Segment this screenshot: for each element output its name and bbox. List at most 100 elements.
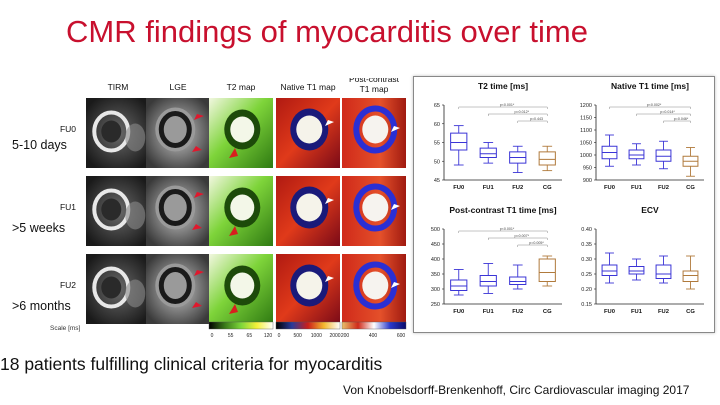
mri-column-header: T1 map bbox=[360, 84, 389, 94]
native-t1-map-image bbox=[276, 98, 340, 168]
box-fu2 bbox=[655, 140, 672, 170]
y-tick-label: 400 bbox=[431, 257, 440, 263]
y-tick-label: 950 bbox=[583, 166, 592, 172]
slide-caption: 18 patients fulfilling clinical criteria… bbox=[0, 354, 383, 374]
x-tick-label: FU0 bbox=[604, 309, 615, 315]
x-tick-label: FU2 bbox=[512, 185, 523, 191]
y-tick-label: 1200 bbox=[580, 103, 592, 109]
mri-row-code: FU2 bbox=[60, 280, 76, 290]
box-body bbox=[509, 276, 527, 285]
box-body bbox=[682, 270, 699, 282]
y-tick-label: 0.20 bbox=[581, 287, 592, 293]
mri-row-code: FU1 bbox=[60, 202, 76, 212]
y-tick-label: 250 bbox=[431, 302, 440, 308]
mri-column-header: T2 map bbox=[227, 82, 256, 92]
mri-row-label: 5-10 days bbox=[12, 138, 67, 152]
post-contrast-t1-map-image bbox=[342, 176, 406, 246]
lge-image bbox=[146, 176, 210, 246]
p-value-label: p=0.007* bbox=[515, 234, 530, 238]
tirm-image bbox=[86, 254, 150, 324]
p-value-label: p=0.046* bbox=[674, 117, 689, 121]
mri-row-label: >6 months bbox=[12, 299, 71, 313]
y-tick-label: 0.25 bbox=[581, 272, 592, 278]
mri-column-header: Native T1 map bbox=[280, 82, 335, 92]
x-tick-label: CG bbox=[686, 309, 695, 315]
scale-tick-label: 2000 bbox=[329, 333, 340, 339]
plot-title: T2 time [ms] bbox=[478, 81, 528, 91]
mri-row-label: >5 weeks bbox=[12, 221, 65, 235]
significance-bracket: p=0.046* bbox=[663, 117, 691, 123]
post-contrast-t1-map-image bbox=[342, 254, 406, 324]
boxplot-panel: ECV 0.15 0.20 0.25 0.30 0.35 0.40 FU0 FU1 FU2 CG bbox=[581, 205, 704, 315]
p-value-label: p=0.014* bbox=[660, 110, 675, 114]
p-value-label: p<0.001* bbox=[500, 103, 515, 107]
box-fu1 bbox=[479, 142, 497, 164]
plot-title: Post-contrast T1 time [ms] bbox=[449, 205, 556, 215]
scale-label: Scale [ms] bbox=[50, 325, 81, 332]
post-contrast-t1-map-image bbox=[342, 98, 406, 168]
box-fu2 bbox=[509, 145, 527, 173]
mri-column-header: Post-contrast bbox=[349, 78, 400, 84]
x-tick-label: FU2 bbox=[658, 185, 669, 191]
box-cg bbox=[538, 145, 556, 172]
scale-tick-label: 200 bbox=[341, 333, 350, 339]
native-t1-map-image bbox=[276, 254, 340, 324]
box-fu2 bbox=[509, 264, 527, 290]
box-fu0 bbox=[450, 125, 468, 166]
boxplot-figure: T2 time [ms] 45 50 55 60 65 FU0 FU1 FU2 CG p<0.001… bbox=[413, 76, 715, 333]
mri-row-code: FU0 bbox=[60, 124, 76, 134]
y-tick-label: 450 bbox=[431, 242, 440, 248]
significance-bracket: p=0.005* bbox=[517, 241, 548, 247]
box-body bbox=[655, 149, 672, 162]
p-value-label: p<0.002* bbox=[647, 103, 662, 107]
plot-title: ECV bbox=[641, 205, 659, 215]
y-tick-label: 50 bbox=[434, 159, 440, 165]
x-tick-label: CG bbox=[543, 185, 552, 191]
y-tick-label: 0.40 bbox=[581, 227, 592, 233]
scale-tick-label: 0 bbox=[278, 333, 281, 339]
y-tick-label: 45 bbox=[434, 178, 440, 184]
box-fu0 bbox=[601, 134, 618, 167]
plot-title: Native T1 time [ms] bbox=[611, 81, 689, 91]
y-tick-label: 0.30 bbox=[581, 257, 592, 263]
box-body bbox=[628, 266, 645, 275]
y-tick-label: 55 bbox=[434, 141, 440, 147]
scale-tick-label: 65 bbox=[247, 333, 253, 339]
color-scale-bar bbox=[275, 321, 341, 330]
y-tick-label: 500 bbox=[431, 227, 440, 233]
t2-map-image bbox=[209, 176, 273, 246]
significance-bracket: p=0.007* bbox=[488, 234, 548, 240]
y-tick-label: 900 bbox=[583, 178, 592, 184]
scale-tick-label: 500 bbox=[293, 333, 302, 339]
p-value-label: p<0.001* bbox=[500, 227, 515, 231]
y-tick-label: 1000 bbox=[580, 153, 592, 159]
box-body bbox=[450, 279, 468, 291]
significance-bracket: p<0.001* bbox=[458, 103, 548, 109]
significance-bracket: p=0.014* bbox=[636, 110, 691, 116]
color-scale-bar bbox=[208, 321, 274, 330]
box-cg bbox=[682, 147, 699, 177]
x-tick-label: FU1 bbox=[631, 309, 643, 315]
box-body bbox=[479, 275, 497, 287]
native-t1-map-image bbox=[276, 176, 340, 246]
scale-tick-label: 120 bbox=[264, 333, 273, 339]
box-fu1 bbox=[628, 258, 645, 281]
significance-bracket: p=0.443 bbox=[517, 117, 548, 123]
y-tick-label: 1050 bbox=[580, 141, 592, 147]
lge-image bbox=[146, 254, 210, 324]
slide-title: CMR findings of myocarditis over time bbox=[66, 14, 588, 49]
x-tick-label: FU1 bbox=[483, 309, 495, 315]
citation: Von Knobelsdorff-Brenkenhoff, Circ Cardi… bbox=[343, 383, 690, 397]
box-fu1 bbox=[628, 143, 645, 166]
y-tick-label: 60 bbox=[434, 122, 440, 128]
box-body bbox=[628, 149, 645, 160]
scale-tick-label: 600 bbox=[397, 333, 406, 339]
scale-tick-label: 0 bbox=[211, 333, 214, 339]
box-cg bbox=[682, 255, 699, 290]
x-tick-label: FU0 bbox=[604, 185, 615, 191]
p-value-label: p=0.012* bbox=[515, 110, 530, 114]
box-body bbox=[538, 258, 556, 282]
y-tick-label: 350 bbox=[431, 272, 440, 278]
significance-bracket: p<0.001* bbox=[458, 227, 548, 233]
box-body bbox=[655, 264, 672, 279]
